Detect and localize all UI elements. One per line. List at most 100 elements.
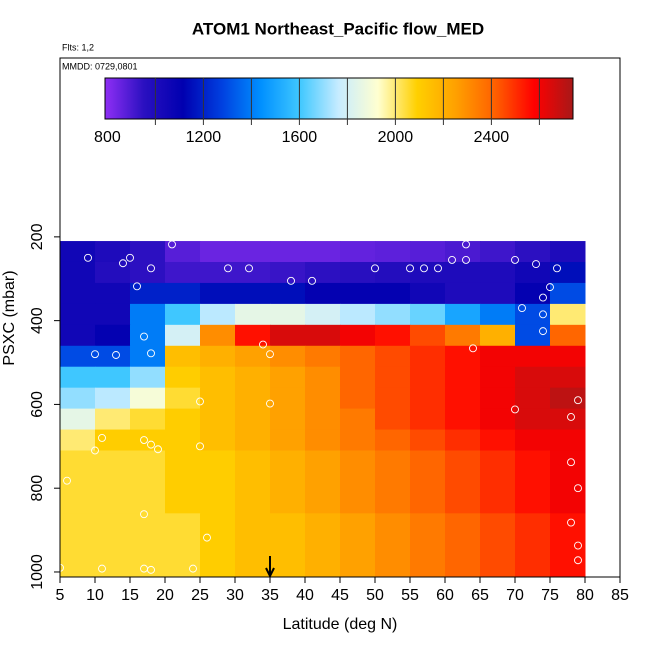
heat-cell (515, 450, 551, 514)
heat-cell (270, 282, 306, 305)
observation-point (98, 433, 106, 442)
heat-cell (270, 513, 306, 577)
x-tick-label: 25 (191, 587, 209, 604)
heat-cell (270, 261, 306, 284)
x-tick-label: 5 (56, 587, 65, 604)
heat-cell (305, 408, 341, 431)
observation-point (553, 264, 561, 273)
heat-cell (375, 324, 411, 347)
heat-cell (270, 429, 306, 451)
heat-cell (200, 261, 236, 284)
heat-cell (410, 261, 446, 284)
heat-cell (480, 450, 516, 514)
heat-cell (165, 261, 201, 284)
observation-point (140, 436, 148, 444)
heat-cell (445, 387, 481, 410)
heat-cell (410, 408, 446, 431)
observation-point (119, 259, 127, 268)
heat-cell (60, 261, 96, 284)
observation-point (189, 564, 197, 573)
heat-cell (340, 303, 376, 326)
observation-point (532, 260, 540, 269)
observation-point (434, 264, 442, 273)
heat-cell (130, 282, 166, 305)
dates-label: MMDD: 0729,0801 (62, 61, 138, 71)
heat-cell (165, 345, 201, 368)
heat-cell (515, 324, 551, 347)
heat-cell (515, 303, 551, 326)
heat-cell (200, 324, 236, 347)
heat-cell (130, 241, 166, 263)
heat-cell (480, 345, 516, 368)
heat-cell (550, 366, 586, 389)
y-tick-label: 800 (29, 475, 46, 502)
heat-cell (515, 429, 551, 451)
heat-cell (515, 408, 551, 431)
heat-cell (375, 345, 411, 368)
heat-cell (235, 408, 271, 431)
x-tick-label: 85 (611, 587, 629, 604)
heat-cell (95, 429, 131, 451)
observation-point (469, 344, 477, 353)
flights-label: Flts: 1,2 (62, 42, 94, 52)
observation-point (91, 350, 99, 359)
heat-cell (60, 345, 96, 368)
x-tick-label: 80 (576, 587, 594, 604)
x-tick-label: 65 (471, 587, 489, 604)
heat-cell (445, 450, 481, 514)
observation-point (546, 283, 554, 292)
heat-cell (165, 241, 201, 263)
observation-point (518, 304, 526, 313)
observation-point (539, 327, 547, 336)
heat-cell (235, 345, 271, 368)
heat-cell (550, 408, 586, 431)
heat-cell (410, 387, 446, 410)
heat-cell (550, 241, 586, 263)
heat-cell (95, 366, 131, 389)
chart-title: ATOM1 Northeast_Pacific flow_MED (192, 19, 484, 38)
observation-point (168, 240, 176, 249)
heat-cell (130, 513, 166, 577)
x-tick-label: 20 (156, 587, 174, 604)
heat-cell (445, 324, 481, 347)
heat-cell (375, 241, 411, 263)
heat-cell (60, 282, 96, 305)
heat-cell (60, 513, 96, 577)
observation-point (224, 264, 232, 273)
heat-cell (95, 282, 131, 305)
observation-point (574, 556, 582, 565)
heat-cell (340, 387, 376, 410)
heat-cell (60, 450, 96, 514)
heat-cell (515, 241, 551, 263)
heat-cell (305, 366, 341, 389)
heat-cell (305, 261, 341, 284)
heat-cell (375, 429, 411, 451)
x-tick-label: 70 (506, 587, 524, 604)
observation-point (462, 240, 470, 249)
observation-point (308, 276, 316, 285)
heat-cell (95, 450, 131, 514)
heat-cell (270, 303, 306, 326)
heat-cell (235, 429, 271, 451)
heat-cell (200, 450, 236, 514)
observation-point (196, 442, 204, 451)
heat-cell (235, 261, 271, 284)
heat-cell (200, 303, 236, 326)
heat-cell (270, 450, 306, 514)
heat-cell (340, 261, 376, 284)
heat-cell (445, 513, 481, 577)
x-tick-label: 30 (226, 587, 244, 604)
heat-cell (480, 282, 516, 305)
heat-cell (410, 345, 446, 368)
heat-cell (200, 387, 236, 410)
observation-point (567, 518, 575, 527)
heat-cell (340, 324, 376, 347)
heat-cell (480, 513, 516, 577)
observation-point (462, 255, 470, 264)
heat-cell (95, 261, 131, 284)
heat-cell (95, 324, 131, 347)
heat-cell (200, 366, 236, 389)
heat-cell (340, 450, 376, 514)
heat-cell (165, 513, 201, 577)
heat-cell (305, 324, 341, 347)
